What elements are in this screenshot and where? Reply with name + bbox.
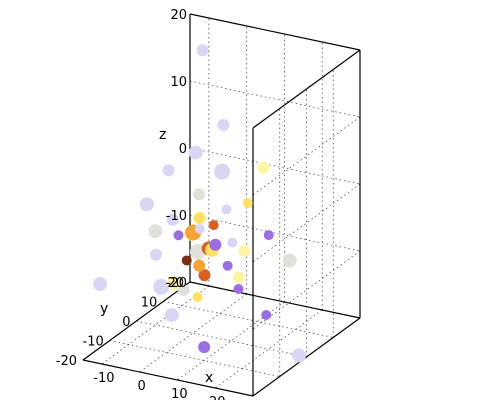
grid-line <box>252 183 361 263</box>
scatter-point <box>221 204 232 215</box>
grid-line <box>189 214 361 252</box>
scatter-point <box>257 161 270 174</box>
scatter-point <box>181 255 192 266</box>
y-tick-label: -10 <box>83 335 104 350</box>
z-tick-label: 0 <box>179 142 187 157</box>
y-tick-label: 10 <box>141 296 158 311</box>
scatter-point <box>242 198 253 209</box>
scatter-point <box>177 283 190 296</box>
scatter-point <box>261 310 272 320</box>
data-points <box>93 44 306 363</box>
scatter-point <box>194 223 205 234</box>
z-axis-label: z <box>159 127 166 143</box>
scatter-point <box>291 348 306 363</box>
scatter-point <box>166 213 179 226</box>
grid-line <box>189 147 361 185</box>
axis-box <box>82 13 361 397</box>
x-tick-label: 0 <box>138 379 146 394</box>
scatter-point <box>198 269 211 282</box>
scatter-point <box>150 248 163 261</box>
scatter-point <box>209 238 222 251</box>
z-tick-label: -10 <box>166 209 187 224</box>
grid-line <box>252 116 361 196</box>
scatter-point <box>173 230 184 241</box>
axis-edge <box>189 13 361 51</box>
x-tick-label: -10 <box>93 371 114 386</box>
scatter-point <box>192 292 203 303</box>
scatter-point <box>232 271 245 284</box>
axis-edge <box>82 359 254 397</box>
x-tick-label: 20 <box>209 395 226 400</box>
scatter-point <box>164 308 179 323</box>
scatter-point <box>282 253 297 268</box>
scatter-point <box>192 188 205 201</box>
scatter-point <box>139 197 154 212</box>
grid-line <box>109 340 280 377</box>
x-tick-label: 10 <box>171 387 188 400</box>
y-tick-label: 0 <box>122 315 130 330</box>
scatter-point <box>233 284 244 294</box>
scatter-point <box>198 341 211 354</box>
scatter-point <box>188 145 203 160</box>
axis-edge <box>252 49 361 129</box>
scatter-point <box>193 259 206 272</box>
y-tick-label: -20 <box>56 354 77 369</box>
z-tick-label: -20 <box>166 276 187 291</box>
y-axis-label: y <box>100 301 108 317</box>
scatter-point <box>208 220 219 231</box>
scatter-point <box>93 277 108 292</box>
axis-edge <box>82 281 191 361</box>
grid-line <box>189 80 361 118</box>
scatter-point <box>153 278 170 295</box>
scatter-point <box>214 163 231 180</box>
scatter-point <box>162 164 175 177</box>
grid-line <box>136 320 307 358</box>
axis-edge <box>189 281 361 319</box>
scatter-point <box>263 230 274 241</box>
scatter-point <box>148 224 163 239</box>
grid-line <box>163 301 334 338</box>
scatter-point <box>227 237 238 248</box>
x-axis-label: x <box>205 370 213 386</box>
scatter-point <box>193 211 206 224</box>
scatter-point <box>166 275 181 290</box>
axis-edge <box>252 317 361 397</box>
scatter-point <box>238 244 251 257</box>
scatter-point <box>222 260 233 271</box>
y-tick-label: 20 <box>167 276 184 291</box>
z-tick-label: 10 <box>170 75 187 90</box>
scatter-point <box>217 119 230 131</box>
scatter-point <box>196 44 209 57</box>
grid-lines <box>101 18 361 389</box>
z-tick-label: 20 <box>170 8 187 23</box>
